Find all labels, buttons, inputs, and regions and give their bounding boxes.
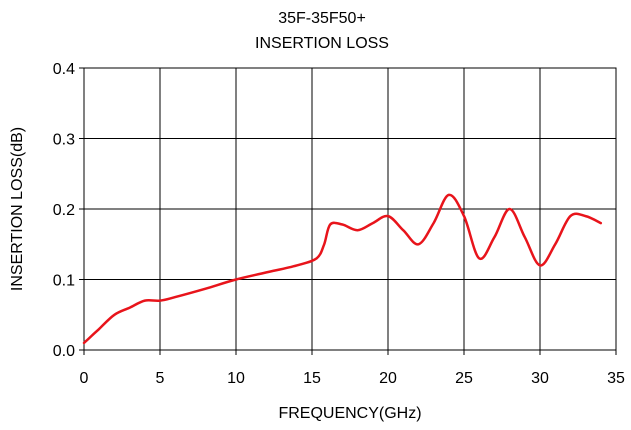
x-tick-label: 25 [455,370,473,387]
y-axis-ticks: 0.0 0.1 0.2 0.3 0.4 [53,61,84,360]
x-axis-label: FREQUENCY(GHz) [278,405,421,422]
x-axis-ticks: 0 5 10 15 20 25 30 35 [80,350,625,387]
y-tick-label: 0.3 [53,132,75,149]
insertion-loss-line [82,193,603,345]
y-tick-label: 0.1 [53,273,75,290]
series-layer [82,193,603,345]
x-tick-label: 0 [80,370,89,387]
y-axis-label: INSERTION LOSS(dB) [9,127,26,291]
x-tick-label: 20 [379,370,397,387]
y-tick-label: 0.0 [53,343,75,360]
x-tick-label: 5 [156,370,165,387]
y-tick-label: 0.2 [53,202,75,219]
grid-lines [83,67,617,351]
x-tick-label: 15 [303,370,321,387]
x-tick-label: 35 [607,370,625,387]
y-tick-label: 0.4 [53,61,75,78]
chart-subtitle: INSERTION LOSS [255,35,389,52]
x-tick-label: 10 [227,370,245,387]
x-tick-label: 30 [531,370,549,387]
chart-title: 35F-35F50+ [278,10,366,27]
